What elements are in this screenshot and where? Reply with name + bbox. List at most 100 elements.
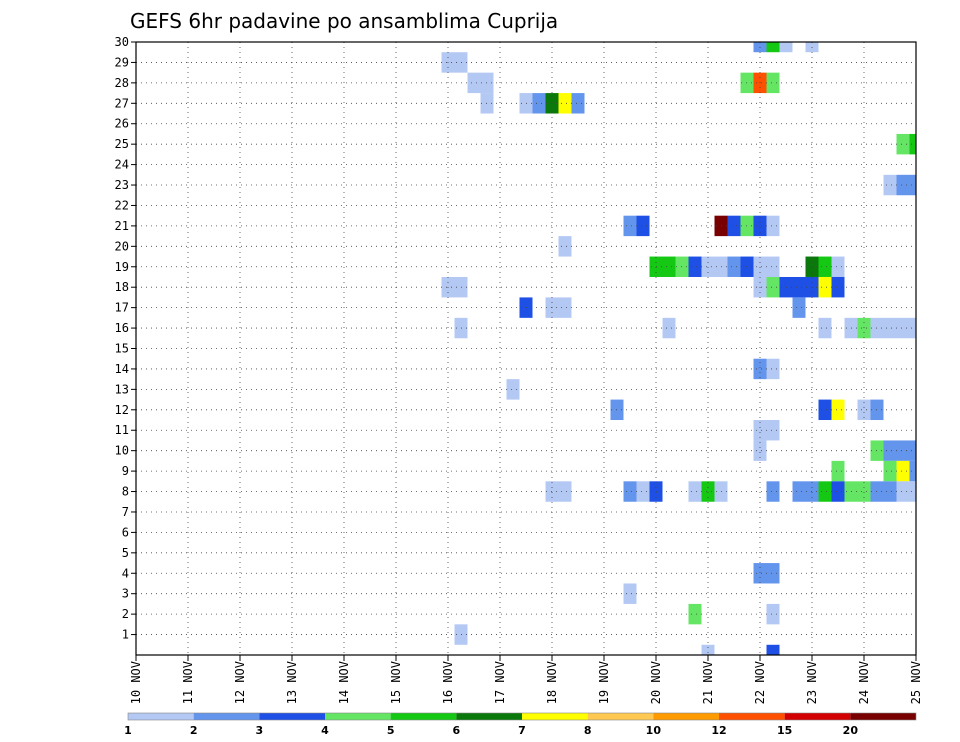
heatmap-cell <box>766 481 780 502</box>
colorbar-label: 7 <box>518 724 526 737</box>
colorbar-frame <box>127 712 917 721</box>
x-tick-label: 12 NOV <box>233 661 247 704</box>
y-tick-label: 18 <box>115 280 129 294</box>
colorbar-swatch <box>587 713 654 720</box>
colorbar-label: 12 <box>711 724 726 737</box>
y-tick-label: 29 <box>115 55 129 69</box>
heatmap-cell <box>766 256 780 277</box>
colorbar-swatch <box>390 713 457 720</box>
heatmap-cell <box>883 481 897 502</box>
heatmap-cell <box>727 215 741 237</box>
y-tick-label: 30 <box>115 35 129 49</box>
y-tick-label: 10 <box>115 444 129 458</box>
heatmap-cell <box>896 174 910 196</box>
heatmap-cell <box>909 460 916 482</box>
x-tick-label: 20 NOV <box>649 661 663 704</box>
y-tick-label: 22 <box>115 198 129 212</box>
heatmap-cell <box>792 297 806 318</box>
colorbar-label: 4 <box>321 724 329 737</box>
colorbar-swatch <box>128 713 194 720</box>
colorbar-label: 15 <box>777 724 792 737</box>
colorbar-label: 6 <box>453 724 461 737</box>
heatmap-cell <box>909 440 916 461</box>
colorbar-label: 10 <box>646 724 662 737</box>
x-axis-ticks: 10 NOV 11 NOV 12 NOV 13 NOV 14 NOV 15 NOV 16 N… <box>129 655 923 704</box>
heatmap-cell <box>753 563 767 584</box>
heatmap-cell <box>818 276 832 298</box>
heatmap-cell <box>857 399 871 421</box>
heatmap-cell <box>623 215 637 237</box>
heatmap-cell <box>753 440 767 461</box>
y-tick-label: 28 <box>115 76 129 90</box>
heatmap-cell <box>623 583 637 604</box>
heatmap-cell <box>896 133 910 155</box>
y-tick-label: 16 <box>115 321 129 335</box>
colorbar-swatch <box>850 713 916 720</box>
heatmap-cell <box>766 215 780 237</box>
heatmap-cell <box>753 420 767 441</box>
colorbar-label: 20 <box>843 724 859 737</box>
heatmap-cell <box>883 440 897 461</box>
x-tick-label: 19 NOV <box>597 661 611 704</box>
y-tick-label: 27 <box>115 96 129 110</box>
y-axis-ticks: 1234567891011121314151617181920212223242… <box>115 35 136 642</box>
y-tick-label: 8 <box>122 485 129 499</box>
heatmap-cell <box>636 481 650 502</box>
colorbar-swatch <box>522 713 588 720</box>
heatmap-cell <box>766 603 780 625</box>
y-tick-label: 9 <box>122 464 129 478</box>
x-tick-label: 23 NOV <box>805 661 819 704</box>
y-tick-label: 19 <box>115 260 129 274</box>
heatmap-cell <box>701 256 715 277</box>
y-tick-label: 3 <box>122 587 129 601</box>
heatmap-cell <box>571 93 585 114</box>
heatmap-cell <box>896 317 910 339</box>
heatmap-cell <box>818 317 832 339</box>
heatmap-cell <box>753 256 767 277</box>
heatmap-cell <box>558 481 572 502</box>
heatmap-cell <box>909 174 916 196</box>
heatmap-cell <box>753 215 767 237</box>
heatmap-cell <box>766 72 780 94</box>
x-tick-label: 16 NOV <box>441 661 455 704</box>
heatmap-cell <box>688 481 702 502</box>
heatmap-cell <box>662 256 676 277</box>
y-tick-label: 23 <box>115 178 129 192</box>
x-tick-label: 10 NOV <box>129 661 143 704</box>
colorbar-swatch <box>456 713 522 720</box>
heatmap-cell <box>831 276 845 298</box>
heatmap-cell <box>818 399 832 421</box>
heatmap-cell <box>753 358 767 380</box>
y-tick-label: 4 <box>122 566 129 580</box>
heatmap-cell <box>766 420 780 441</box>
x-tick-label: 21 NOV <box>701 661 715 704</box>
heatmap-cell <box>883 460 897 482</box>
y-tick-label: 17 <box>115 301 129 315</box>
heatmap-cell <box>818 256 832 277</box>
heatmap-cell <box>766 276 780 298</box>
x-tick-label: 14 NOV <box>337 661 351 704</box>
y-tick-label: 20 <box>115 239 129 253</box>
heatmap-cell <box>506 379 520 400</box>
colorbar-label: 5 <box>387 724 395 737</box>
heatmap-cell <box>831 256 845 277</box>
y-tick-label: 1 <box>122 628 129 642</box>
heatmap-cell <box>558 93 572 114</box>
heatmap-cell <box>779 42 793 53</box>
heatmap-cell <box>857 317 871 339</box>
heatmap-cell <box>662 317 676 339</box>
x-tick-label: 18 NOV <box>545 661 559 704</box>
heatmap-cell <box>623 481 637 502</box>
y-tick-label: 11 <box>115 423 129 437</box>
x-tick-label: 25 NOV <box>909 661 923 704</box>
heatmap-cell <box>792 276 806 298</box>
heatmap-cell <box>792 481 806 502</box>
y-tick-label: 26 <box>115 117 129 131</box>
chart-title: GEFS 6hr padavine po ansamblima Cuprija <box>130 9 558 33</box>
heatmap-cell <box>909 317 916 339</box>
heatmap-cell <box>701 644 715 655</box>
heatmap-cell <box>831 399 845 421</box>
colorbar: 1 2 3 4 5 6 7 8 10 12 15 20 <box>124 712 917 737</box>
heatmap-cell <box>766 42 780 53</box>
